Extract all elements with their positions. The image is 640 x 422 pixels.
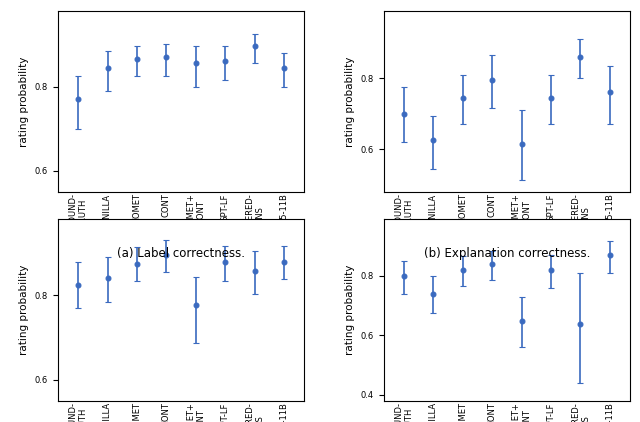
Text: (b) Explanation correctness.: (b) Explanation correctness. xyxy=(424,247,590,260)
Y-axis label: rating probability: rating probability xyxy=(345,265,355,355)
Y-axis label: rating probability: rating probability xyxy=(19,56,29,146)
Y-axis label: rating probability: rating probability xyxy=(345,56,355,146)
Text: (a) Label correctness.: (a) Label correctness. xyxy=(117,247,245,260)
Y-axis label: rating probability: rating probability xyxy=(19,265,29,355)
